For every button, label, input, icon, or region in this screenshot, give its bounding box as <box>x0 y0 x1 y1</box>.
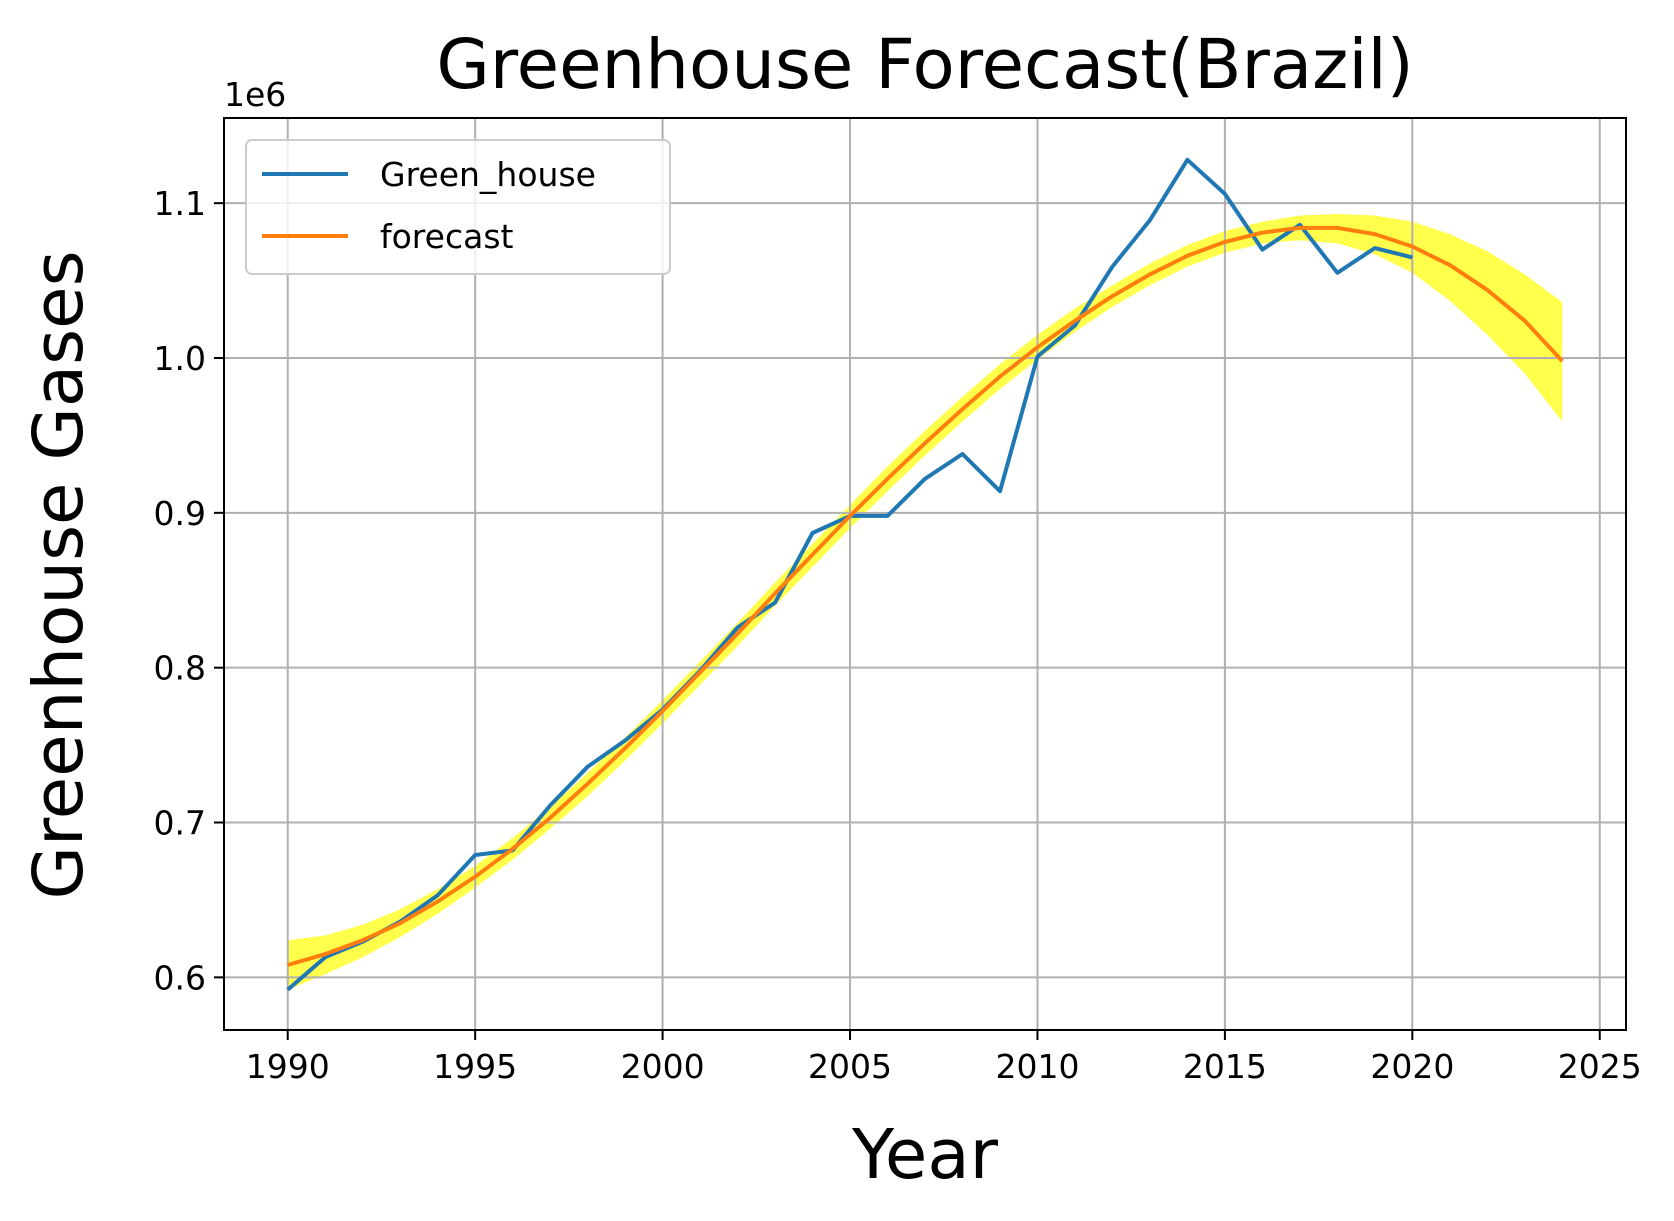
x-axis-label: Year <box>851 1115 999 1195</box>
y-axis-label: Greenhouse Gases <box>19 250 99 899</box>
plot-area-frame <box>223 117 1627 1031</box>
tick-layer: 1990 1995 2000 2005 2010 2015 2020 2025 0.6 0.7 0.… <box>154 184 1642 1086</box>
x-tick-label: 1995 <box>433 1047 517 1086</box>
x-tick-label: 2020 <box>1370 1047 1454 1086</box>
x-tick-label: 2025 <box>1558 1047 1642 1086</box>
chart-title: Greenhouse Forecast(Brazil) <box>436 25 1413 105</box>
y-axis-offset-label: 1e6 <box>224 75 286 114</box>
legend-label-green-house: Green_house <box>380 155 596 194</box>
x-tick-label: 2005 <box>808 1047 892 1086</box>
y-tick-label: 0.7 <box>154 804 206 843</box>
x-tick-label: 2010 <box>995 1047 1079 1086</box>
legend: Green_house forecast <box>245 139 671 275</box>
y-tick-label: 0.9 <box>154 494 206 533</box>
x-tick-label: 2000 <box>621 1047 705 1086</box>
y-tick-label: 0.6 <box>154 958 206 997</box>
series-line-forecast <box>287 225 1564 967</box>
y-tick-label: 0.8 <box>154 649 206 688</box>
x-tick-label: 2015 <box>1183 1047 1267 1086</box>
legend-label-forecast: forecast <box>380 217 514 256</box>
y-tick-label: 1.1 <box>154 184 206 223</box>
y-tick-label: 1.0 <box>154 339 206 378</box>
series-layer <box>286 157 1564 992</box>
legend-box <box>245 139 671 275</box>
x-tick-label: 1990 <box>246 1047 330 1086</box>
